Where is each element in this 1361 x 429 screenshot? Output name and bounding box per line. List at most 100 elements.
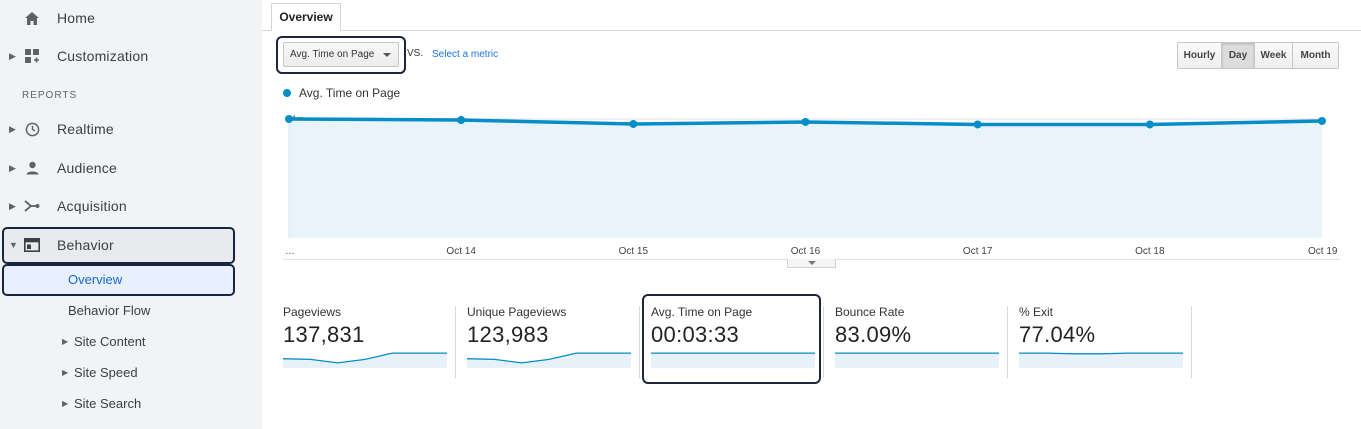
sparkline-area — [835, 353, 999, 368]
scorecard[interactable]: Avg. Time on Page 00:03:33 — [651, 296, 821, 380]
tab-bar-divider — [262, 30, 1361, 31]
metric-selector-dropdown[interactable]: Avg. Time on Page — [283, 42, 399, 67]
clock-icon — [24, 121, 40, 137]
scorecard[interactable]: Bounce Rate 83.09% — [835, 296, 1005, 380]
scorecard-value: 137,831 — [283, 322, 365, 347]
period-hourly-button[interactable]: Hourly — [1178, 43, 1222, 68]
reports-heading: REPORTS — [22, 90, 78, 101]
nav-realtime-label: Realtime — [57, 121, 114, 137]
x-tick-label: Oct 15 — [619, 246, 649, 257]
chart-collapse-toggle[interactable] — [787, 259, 836, 268]
home-icon — [24, 10, 40, 26]
period-month-button[interactable]: Month — [1293, 43, 1338, 68]
metric-selector-value: Avg. Time on Page — [290, 49, 375, 60]
nav-behavior-overview[interactable]: Overview — [68, 272, 123, 287]
nav-audience[interactable]: ▶ Audience — [0, 150, 262, 186]
nav-home-label: Home — [57, 10, 96, 26]
chevron-right-icon: ▶ — [9, 162, 16, 173]
chevron-right-icon: ▶ — [62, 399, 69, 408]
scorecard-title: Bounce Rate — [835, 305, 905, 319]
sparkline-area — [283, 353, 447, 368]
scorecard-title: Unique Pageviews — [467, 305, 567, 319]
scorecard-value: 00:03:33 — [651, 322, 740, 347]
dashboard-grid-icon — [24, 48, 40, 64]
chevron-right-icon: ▶ — [9, 123, 16, 134]
scorecard-value: 123,983 — [467, 322, 549, 347]
scorecard[interactable]: Unique Pageviews 123,983 — [467, 296, 637, 380]
x-tick-label: Oct 14 — [446, 246, 476, 257]
scorecard-value: 83.09% — [835, 322, 912, 347]
select-metric-link[interactable]: Select a metric — [432, 49, 499, 60]
scorecard-highlight — [642, 294, 821, 384]
nav-site-content[interactable]: Site Content — [74, 334, 146, 349]
metric-selector-highlight — [276, 36, 406, 74]
scorecard-title: % Exit — [1019, 305, 1054, 319]
data-point[interactable] — [1318, 116, 1326, 125]
period-day-button[interactable]: Day — [1222, 43, 1255, 68]
vs-label: VS. — [407, 48, 424, 59]
nav-home[interactable]: Home — [0, 0, 262, 36]
behavior-highlight — [2, 227, 235, 264]
data-point[interactable] — [1145, 120, 1154, 129]
scorecard-title: Avg. Time on Page — [651, 305, 753, 319]
x-tick-label: Oct 16 — [791, 246, 821, 257]
nav-customization-label: Customization — [57, 48, 149, 64]
nav-acquisition[interactable]: ▶ Acquisition — [0, 188, 262, 224]
period-toggle: Hourly Day Week Month — [1177, 42, 1339, 69]
tab-overview[interactable]: Overview — [271, 3, 341, 31]
sidebar: Home ▶ Customization REPORTS ▶ Realtime … — [0, 0, 262, 429]
person-icon — [24, 160, 40, 176]
sparkline-line — [283, 352, 447, 364]
sparkline-line — [467, 352, 631, 364]
scorecard-divider — [455, 306, 456, 378]
sparkline-line — [1019, 352, 1183, 355]
scorecard-divider — [639, 306, 640, 378]
sparkline-area — [1019, 353, 1183, 368]
nav-behavior-flow[interactable]: Behavior Flow — [68, 303, 151, 318]
scorecard-divider — [1191, 306, 1192, 378]
collapse-arrow-icon — [807, 261, 816, 265]
x-tick-label: Oct 19 — [1308, 246, 1338, 257]
legend-series-label: Avg. Time on Page — [299, 86, 401, 100]
data-point[interactable] — [629, 119, 638, 128]
chevron-right-icon: ▶ — [62, 337, 69, 346]
data-point[interactable] — [973, 120, 982, 129]
nav-behavior[interactable]: ▼ Behavior — [0, 227, 262, 263]
series-area — [289, 119, 1322, 238]
chart-legend: Avg. Time on Page — [283, 86, 400, 100]
nav-site-speed[interactable]: Site Speed — [74, 365, 138, 380]
chevron-right-icon: ▶ — [62, 368, 69, 377]
acquisition-merge-icon — [24, 198, 40, 214]
nav-customization[interactable]: ▶ Customization — [0, 38, 262, 74]
scorecard-divider — [1007, 306, 1008, 378]
period-week-button[interactable]: Week — [1255, 43, 1293, 68]
nav-acquisition-label: Acquisition — [57, 198, 127, 214]
x-tick-label: … — [285, 246, 295, 257]
scorecard-title: Pageviews — [283, 305, 342, 319]
chevron-right-icon: ▶ — [9, 50, 16, 61]
scorecard-divider — [823, 306, 824, 378]
sparkline — [467, 352, 631, 368]
sparkline-area — [467, 353, 631, 368]
nav-audience-label: Audience — [57, 160, 117, 176]
data-point[interactable] — [457, 115, 466, 124]
data-point[interactable] — [285, 115, 293, 123]
scorecard[interactable]: % Exit 77.04% — [1019, 296, 1189, 380]
scorecard[interactable]: Pageviews 137,831 — [283, 296, 453, 380]
x-tick-label: Oct 18 — [1135, 246, 1165, 257]
overview-highlight — [2, 264, 235, 296]
sparkline — [835, 352, 999, 368]
sparkline-area — [651, 353, 815, 368]
nav-site-search[interactable]: Site Search — [74, 396, 142, 411]
chevron-down-icon: ▼ — [9, 240, 18, 250]
sparkline — [283, 352, 447, 368]
behavior-window-icon — [24, 237, 40, 253]
data-point[interactable] — [801, 117, 810, 126]
x-tick-label: Oct 17 — [963, 246, 993, 257]
nav-behavior-label: Behavior — [57, 237, 114, 253]
sparkline — [1019, 352, 1183, 368]
dropdown-arrow-icon — [383, 53, 391, 57]
nav-realtime[interactable]: ▶ Realtime — [0, 111, 262, 147]
legend-series-dot — [283, 89, 291, 97]
